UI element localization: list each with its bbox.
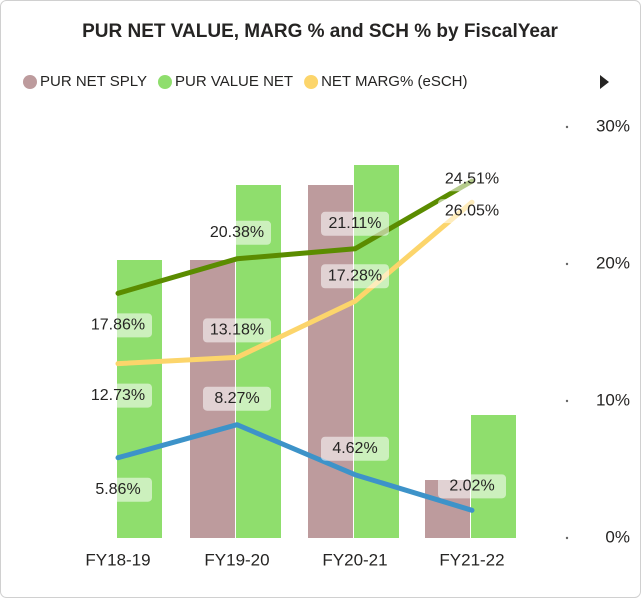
legend-marker [304, 75, 319, 89]
data-label: 17.86% [91, 317, 145, 334]
legend-label: PUR VALUE NET [175, 73, 293, 90]
y2-tick [565, 262, 569, 266]
data-label-bg [321, 436, 389, 461]
line [115, 422, 475, 513]
data-label: 4.62% [332, 440, 377, 457]
data-label-bg [203, 386, 271, 411]
x-tick-label: FY20-21 [322, 550, 387, 569]
legend-marker [157, 75, 172, 89]
chart-title: PUR NET VALUE, MARG % and SCH % by Fisca… [82, 21, 558, 42]
data-label: 8.27% [214, 390, 259, 407]
data-label: 5.86% [95, 481, 140, 498]
legend-more-arrow[interactable] [600, 75, 609, 89]
y2-tick-label: 0% [605, 527, 630, 546]
data-label: 24.51% [445, 170, 499, 187]
bar [308, 185, 353, 538]
data-label-bg [321, 264, 389, 289]
data-label-bg [84, 313, 152, 338]
legend-label: NET MARG% (eSCH) [321, 73, 467, 90]
data-label: 2.02% [449, 478, 494, 495]
y2-tick [565, 399, 569, 403]
data-label: 26.05% [445, 202, 499, 219]
data-label: 13.18% [210, 322, 264, 339]
data-label-bg [438, 199, 506, 224]
data-label: 20.38% [210, 224, 264, 241]
data-label: 21.11% [328, 215, 381, 232]
y2-tick-label: 20% [596, 253, 630, 272]
data-label-bg [84, 383, 152, 408]
y2-tick-label: 10% [596, 390, 630, 409]
data-label-bg [321, 211, 389, 236]
legend-marker [23, 75, 37, 89]
line [115, 199, 475, 367]
y2-tick-label: 30% [596, 116, 630, 135]
data-label: 17.28% [328, 267, 382, 284]
data-label-bg [438, 474, 506, 499]
data-label-bg [438, 167, 506, 192]
x-tick-label: FY21-22 [439, 550, 504, 569]
data-label: 12.73% [91, 387, 145, 404]
data-label-bg [203, 220, 271, 245]
x-tick-label: FY18-19 [85, 550, 150, 569]
legend-label: PUR NET SPLY [40, 73, 147, 90]
data-label-bg [203, 318, 271, 343]
x-tick-label: FY19-20 [204, 550, 269, 569]
y2-tick [565, 125, 569, 129]
y2-tick [565, 536, 569, 540]
data-label-bg [84, 477, 152, 502]
line [115, 178, 475, 296]
